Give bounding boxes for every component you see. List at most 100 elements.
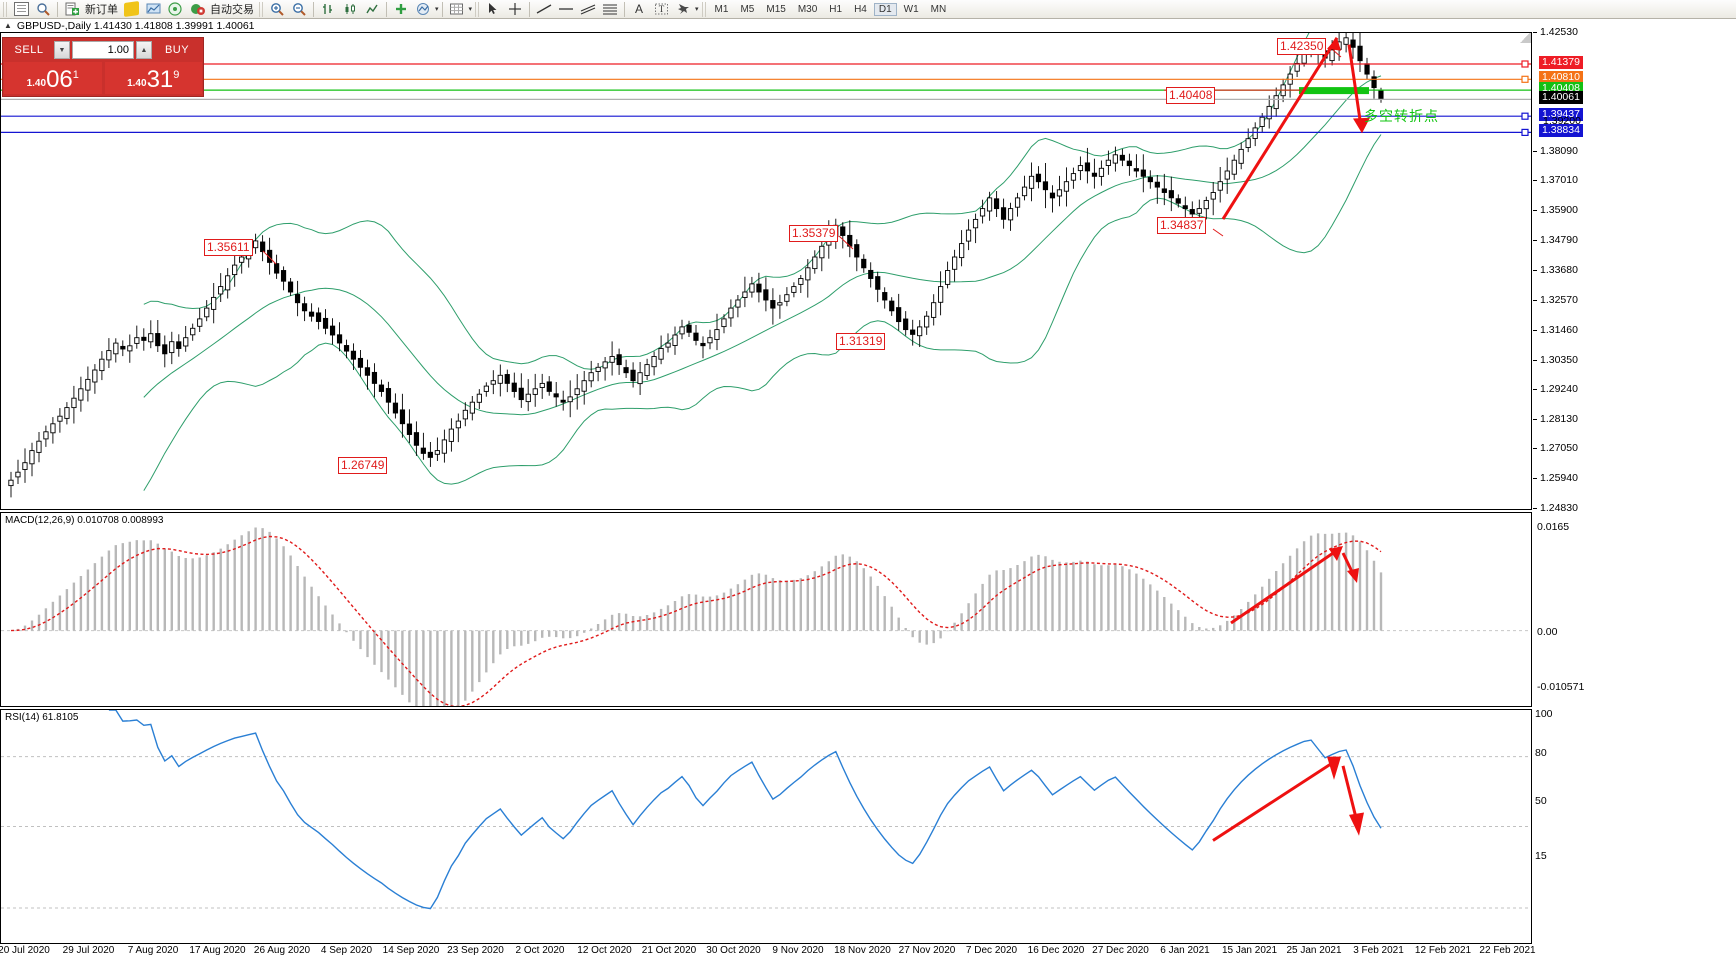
cursor-icon[interactable] [482,1,504,18]
label-icon[interactable]: T [650,1,672,18]
new-order-label[interactable]: 新订单 [85,4,118,16]
macd-tick-0.0165: 0.0165 [1533,521,1569,533]
toolbar-separator-6 [624,1,626,17]
annotation-140408[interactable]: 1.40408 [1166,87,1216,104]
annotation-135611[interactable]: 1.34837 [1157,217,1207,234]
price-tag-1-39437[interactable]: 1.39437 [1539,108,1583,122]
date-label: 14 Sep 2020 [382,945,440,956]
toolbar-grip-2[interactable] [259,1,263,17]
price-tag-1-38834[interactable]: 1.38834 [1539,124,1583,138]
scrollbar-corner[interactable] [1519,33,1531,43]
timeframe-m30[interactable]: M30 [797,3,818,15]
buy-price-display[interactable]: 1.40 31 9 [104,62,202,94]
annotation-134837[interactable]: 1.35611 [204,239,253,256]
buy-button[interactable]: BUY [164,44,190,56]
chart-area[interactable]: 1.35611 1.26749 1.35379 1.31319 1.34837 … [0,26,1736,956]
price-tick-label: 1.32570 [1540,293,1578,306]
toolbar-grip-3[interactable] [475,1,480,17]
trade-panel-price-row[interactable]: 1.40 06 1 1.40 31 9 [3,62,203,95]
bar-chart-icon[interactable] [317,1,339,18]
timeframe-h1[interactable]: H1 [829,3,843,15]
timeframe-w1[interactable]: W1 [903,3,919,15]
line-tool-icon[interactable] [533,1,555,18]
toolbar-grip-4[interactable] [701,1,706,17]
price-tag-1-40061[interactable]: 1.40061 [1539,91,1583,105]
text-icon[interactable]: A [635,2,644,16]
date-label: 18 Nov 2020 [834,945,891,956]
timeframe-h4[interactable]: H4 [854,3,867,15]
objects-icon[interactable] [672,1,694,18]
plus-icon[interactable] [390,1,412,18]
zoom-out-icon[interactable] [288,1,310,18]
rsi-tick-label: 80 [1535,747,1547,759]
sell-price-display[interactable]: 1.40 06 1 [4,62,102,94]
price-tick-label: 1.35900 [1540,204,1578,217]
date-label: 7 Dec 2020 [965,945,1018,956]
candle-chart-icon[interactable] [339,1,361,18]
toolbar-grip[interactable] [3,1,7,17]
sell-button[interactable]: SELL [14,44,44,56]
buy-price-main: 31 [146,66,174,93]
date-label: 12 Oct 2020 [577,945,632,956]
fibo-icon[interactable] [599,1,621,18]
magnifier-icon[interactable] [32,1,54,18]
chinese-annotation[interactable]: 多空转折点 [1364,108,1439,124]
chevron-down-icon[interactable]: ▾ [435,6,439,13]
annotation-131319[interactable]: 1.31319 [836,333,886,350]
signal-icon[interactable] [164,1,186,18]
date-label: 2 Oct 2020 [515,945,565,956]
price-tick-1-35900: 1.35900 [1533,204,1578,216]
price-tag-1-39200[interactable]: 1.39200 [1543,114,1581,127]
annotation-142350[interactable]: 1.42350 [1277,38,1327,55]
channel-icon[interactable] [577,1,599,18]
timeframe-m15[interactable]: M15 [766,3,786,15]
timeframe-group[interactable]: M1 M5 M15 M30 H1 H4 D1 W1 MN [709,2,953,16]
price-tag-1-41379[interactable]: 1.41379 [1539,56,1583,69]
terminal-icon[interactable] [142,1,164,18]
date-label: 20 Jul 2020 [0,945,50,956]
macd-pane[interactable]: MACD(12,26,9) 0.010708 0.008993 [0,512,1532,707]
timeframe-mn[interactable]: MN [930,3,947,15]
crosshair-tool-icon[interactable] [504,1,526,18]
timeframe-d1[interactable]: D1 [873,2,897,16]
macd-tick-label: -0.010571 [1537,681,1585,693]
template-icon[interactable] [120,0,142,18]
volume-decrease-button[interactable]: ▼ [54,41,70,59]
auto-trading-icon[interactable] [186,1,208,18]
price-tag-1-40810[interactable]: 1.40810 [1539,71,1583,85]
horizontal-line-icon[interactable] [555,1,577,18]
chevron-down-icon-3[interactable]: ▾ [695,6,699,13]
toolbar-separator-5 [529,1,531,17]
main-toolbar[interactable]: 新订单 自动交易 ▾ ▾ [0,0,1736,19]
one-click-trading-panel[interactable]: SELL ▼ 1.00 ▲ BUY 1.40 06 1 1.40 31 9 [2,37,204,97]
timeframe-m5[interactable]: M5 [740,3,755,15]
indicator-icon[interactable] [412,1,434,18]
collapse-triangle-icon[interactable]: ▲ [4,21,12,30]
auto-trading-label[interactable]: 自动交易 [210,4,254,16]
trade-panel-top-row[interactable]: SELL ▼ 1.00 ▲ BUY [3,38,203,62]
sheet-icon[interactable] [10,1,32,18]
rsi-pane[interactable]: RSI(14) 61.8105 [0,709,1532,944]
timeframe-m1[interactable]: M1 [714,3,729,15]
macd-tick-label: 0.00 [1537,626,1558,638]
grid-icon[interactable] [446,1,468,18]
date-axis: 20 Jul 2020 29 Jul 2020 7 Aug 2020 17 Aug 2… [0,945,1536,960]
new-order-icon[interactable] [61,1,83,18]
volume-input[interactable]: 1.00 [72,41,134,59]
annotation-126749[interactable]: 1.26749 [338,457,388,474]
toolbar-separator-4 [441,1,443,17]
chart-header: ▲ GBPUSD-,Daily 1.41430 1.41808 1.39991 … [0,19,1736,32]
annotation-135379[interactable]: 1.35379 [789,225,839,242]
chevron-down-icon-2[interactable]: ▾ [468,6,473,13]
date-label: 29 Jul 2020 [62,945,115,956]
price-tick-label: 1.28130 [1540,413,1578,426]
symbol-period-ohlc: GBPUSD-,Daily 1.41430 1.41808 1.39991 1.… [16,19,255,32]
price-tick-1-30350: 1.30350 [1533,354,1578,366]
macd-tick-label: 0.0165 [1537,521,1570,533]
volume-increase-button[interactable]: ▲ [136,41,152,59]
zoom-in-icon[interactable] [266,1,288,18]
rsi-tick-label: 15 [1535,850,1547,862]
line-chart-icon[interactable] [361,1,383,18]
price-scale[interactable]: 1.42530 1.38090 1.37010 1.35900 1.34790 1.336… [1533,26,1736,944]
price-pane[interactable]: 1.35611 1.26749 1.35379 1.31319 1.34837 … [0,32,1532,510]
